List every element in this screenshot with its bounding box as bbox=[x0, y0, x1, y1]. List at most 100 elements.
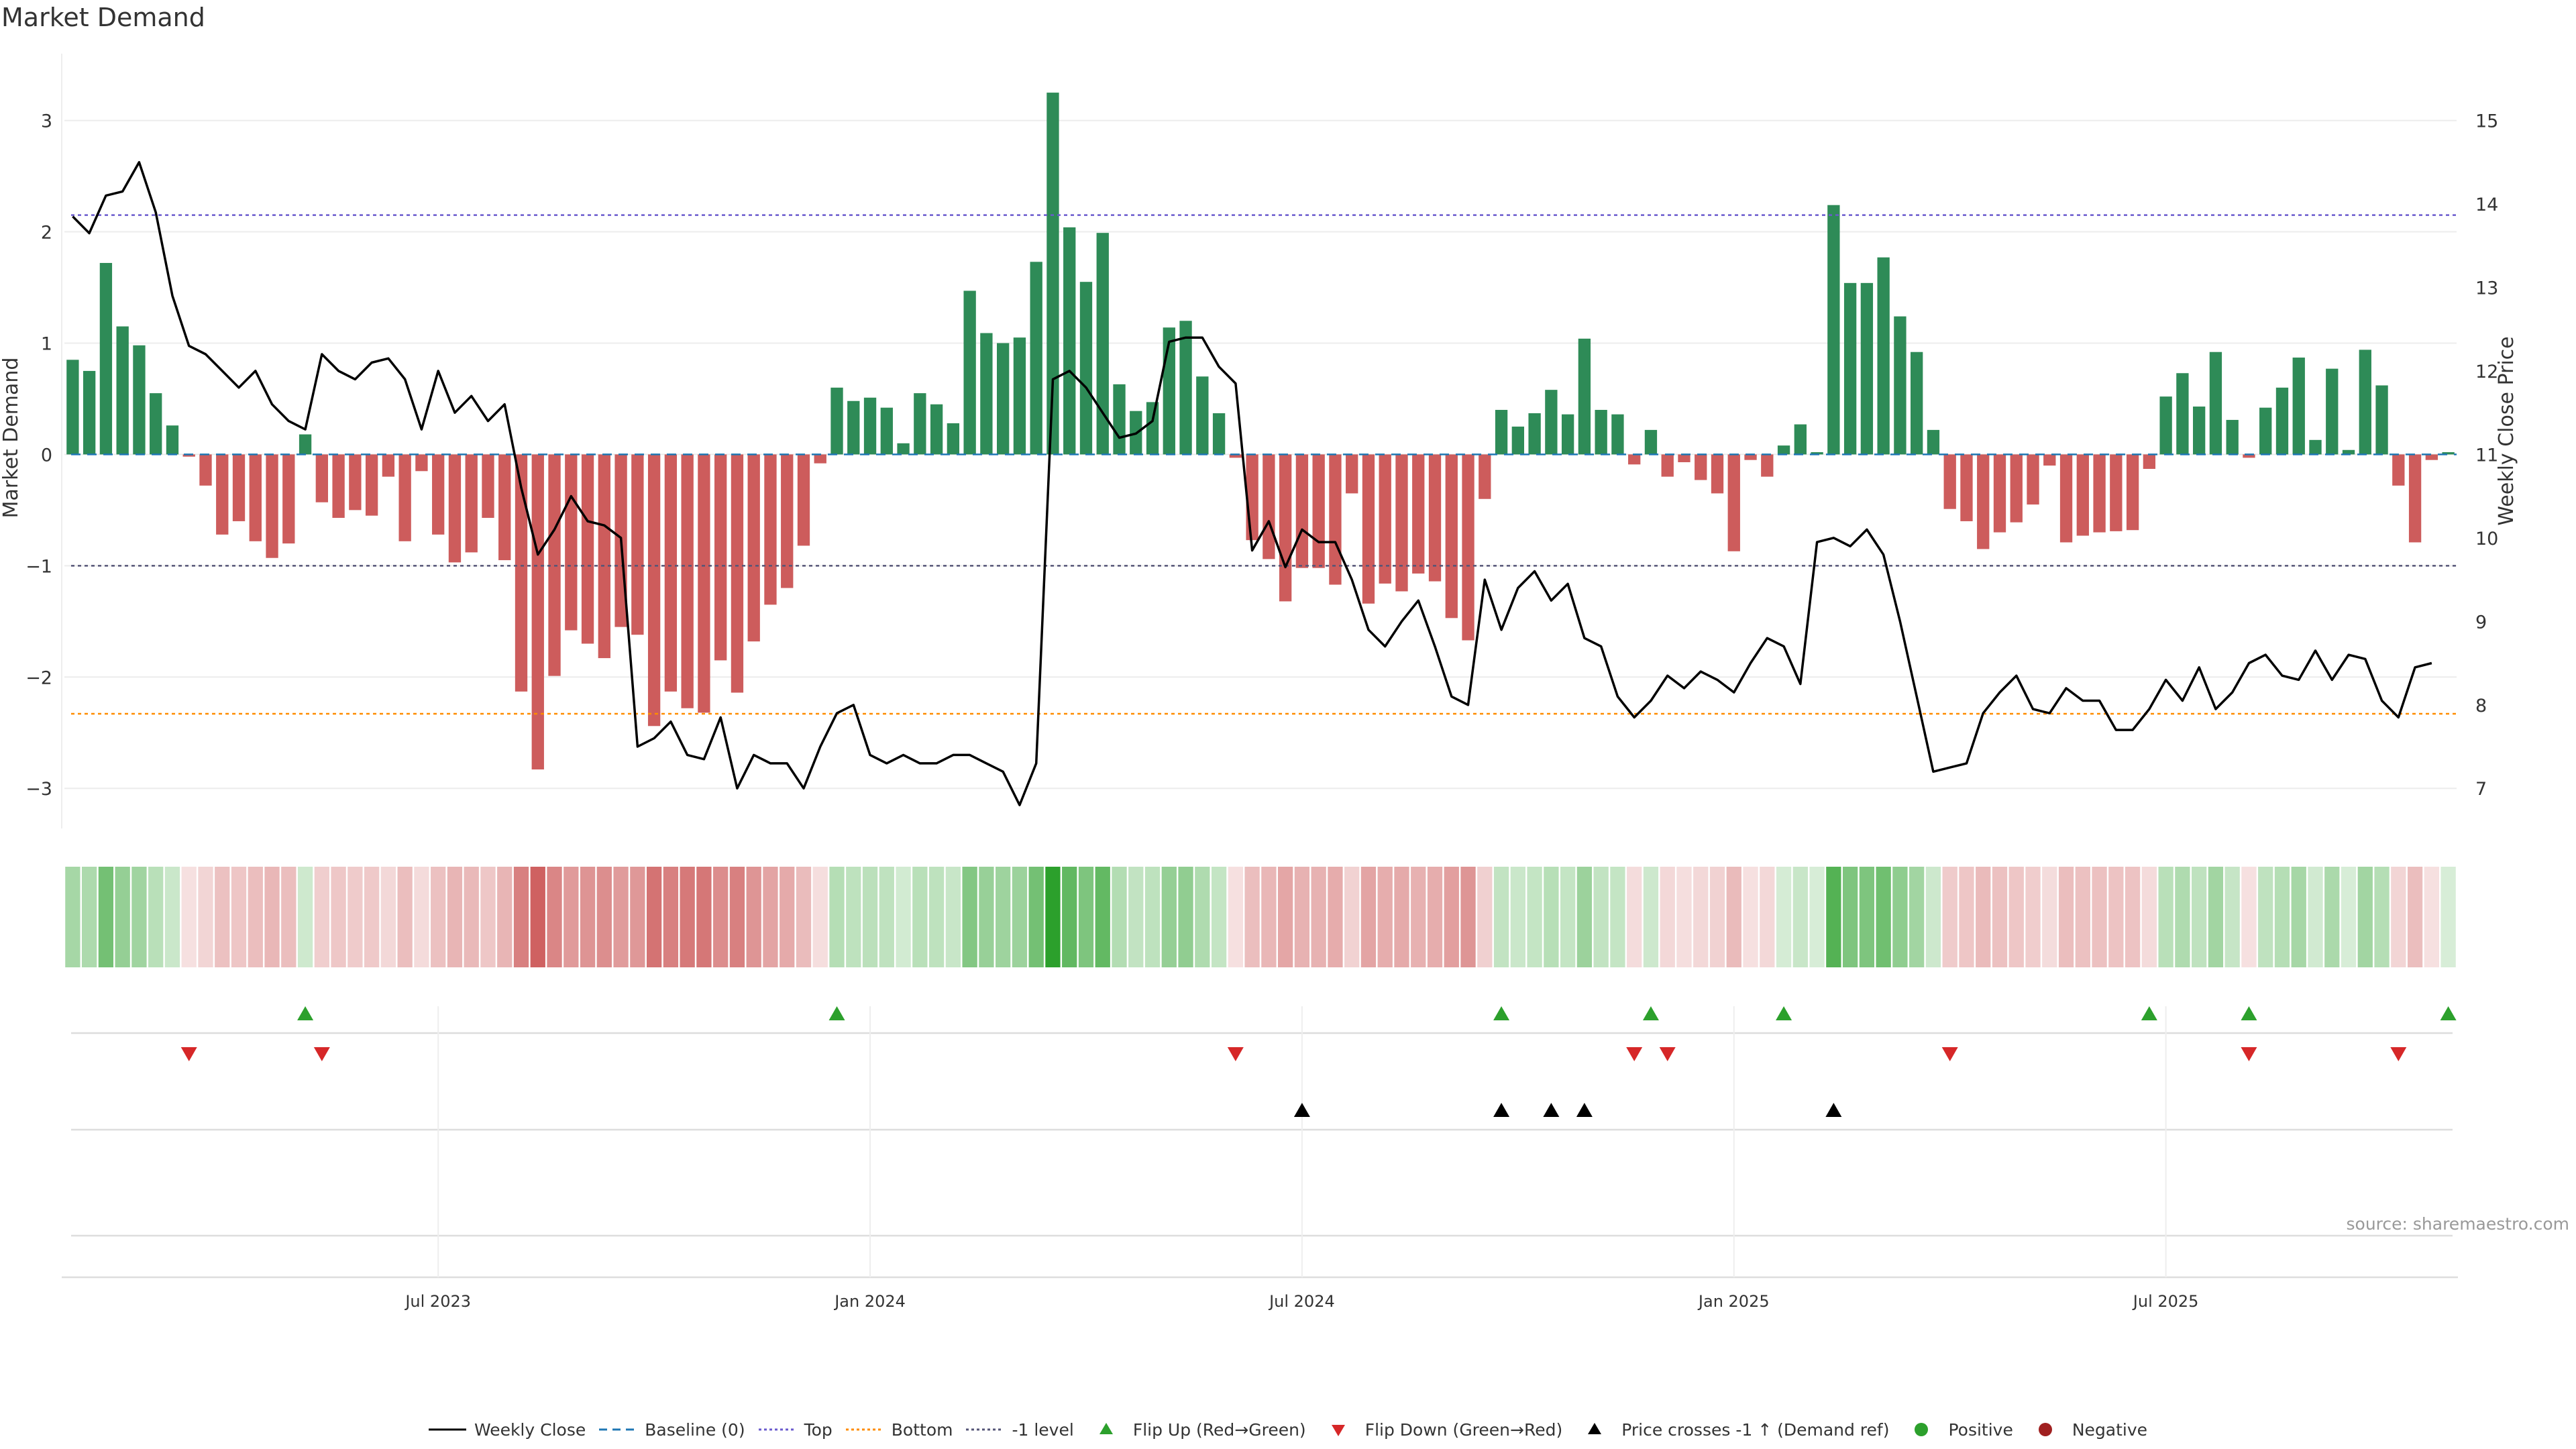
demand-bar bbox=[1079, 282, 1093, 455]
flip-up-marker bbox=[1642, 1006, 1659, 1020]
heat-cell bbox=[1709, 867, 1725, 967]
demand-bar bbox=[1877, 257, 1890, 455]
heat-cell bbox=[1311, 867, 1326, 967]
heat-cell bbox=[314, 867, 329, 967]
heat-cell bbox=[812, 867, 828, 967]
heat-cell bbox=[2424, 867, 2439, 967]
demand-bar bbox=[1013, 337, 1026, 455]
heat-cell bbox=[1627, 867, 1642, 967]
demand-bar bbox=[698, 454, 710, 713]
heat-cell bbox=[364, 867, 380, 967]
demand-bar bbox=[1661, 454, 1674, 477]
heat-cell bbox=[2008, 867, 2024, 967]
heat-cell bbox=[1859, 867, 1875, 967]
demand-bar bbox=[2043, 454, 2056, 466]
demand-bar bbox=[1545, 390, 1558, 455]
demand-bar bbox=[2143, 454, 2156, 469]
demand-bar bbox=[83, 370, 96, 455]
y-tick-right: 12 bbox=[2475, 362, 2498, 382]
heat-cell bbox=[1726, 867, 1741, 967]
heat-cell bbox=[1792, 867, 1808, 967]
demand-bar bbox=[1511, 426, 1525, 455]
x-tick-label: Jul 2025 bbox=[2132, 1292, 2199, 1311]
heat-cell bbox=[1942, 867, 1957, 967]
demand-bar bbox=[1395, 454, 1408, 592]
flip-down-marker bbox=[1941, 1047, 1958, 1061]
demand-bar bbox=[1977, 454, 1990, 549]
heat-cell bbox=[1045, 867, 1061, 967]
legend: Weekly Close Baseline (0) Top Bottom -1 leve… bbox=[0, 1419, 2576, 1440]
heat-cell bbox=[564, 867, 579, 967]
heat-cell bbox=[846, 867, 861, 967]
price-cross-marker bbox=[1293, 1103, 1310, 1117]
demand-bar bbox=[1927, 429, 1940, 455]
demand-bar bbox=[1595, 410, 1607, 455]
demand-bar bbox=[1943, 454, 1956, 509]
heat-cell bbox=[1610, 867, 1625, 967]
demand-bar bbox=[1993, 454, 2006, 533]
heat-cell bbox=[231, 867, 247, 967]
heat-cell bbox=[447, 867, 463, 967]
heat-cell bbox=[1527, 867, 1542, 967]
heat-cell bbox=[397, 867, 413, 967]
demand-bar bbox=[1611, 414, 1624, 455]
heat-cell bbox=[613, 867, 629, 967]
demand-bar bbox=[1894, 316, 1907, 455]
demand-bar bbox=[1628, 454, 1641, 465]
heat-cell bbox=[1925, 867, 1941, 967]
demand-bar bbox=[482, 454, 494, 518]
legend-label: Weekly Close bbox=[474, 1419, 586, 1440]
heat-cell bbox=[264, 867, 280, 967]
demand-bar bbox=[465, 454, 478, 553]
flip-down-marker bbox=[2390, 1047, 2407, 1061]
demand-bar bbox=[863, 397, 877, 455]
legend-symbol bbox=[2027, 1419, 2064, 1440]
legend-label: Flip Down (Green→Red) bbox=[1364, 1419, 1563, 1440]
demand-bar bbox=[2425, 454, 2438, 460]
demand-bar bbox=[1229, 454, 1242, 458]
legend-symbol bbox=[966, 1419, 1004, 1440]
y-axis-label-right: Weekly Close Price bbox=[2495, 336, 2518, 525]
demand-bar bbox=[2027, 454, 2039, 505]
y-tick-left: 0 bbox=[41, 445, 52, 466]
demand-bar bbox=[930, 404, 943, 455]
demand-bar bbox=[1678, 454, 1690, 463]
heat-cell bbox=[530, 867, 545, 967]
heat-cell bbox=[2075, 867, 2090, 967]
heat-cell bbox=[2258, 867, 2273, 967]
heat-cell bbox=[746, 867, 761, 967]
demand-bar bbox=[598, 454, 610, 659]
demand-bar bbox=[1179, 321, 1192, 455]
demand-bar bbox=[2159, 396, 2172, 455]
heat-cell bbox=[912, 867, 928, 967]
y-tick-right: 11 bbox=[2475, 445, 2498, 466]
demand-bar bbox=[315, 454, 329, 502]
demand-bar bbox=[349, 454, 362, 511]
demand-bar bbox=[2176, 373, 2189, 455]
heat-cell bbox=[1992, 867, 2008, 967]
demand-bar bbox=[1046, 93, 1059, 455]
demand-bar bbox=[133, 345, 146, 455]
demand-bar bbox=[980, 333, 993, 455]
heat-cell bbox=[1095, 867, 1110, 967]
x-tick-label: Jan 2024 bbox=[833, 1292, 906, 1311]
legend-symbol bbox=[599, 1419, 637, 1440]
legend-symbol bbox=[1576, 1419, 1613, 1440]
heat-cell bbox=[1012, 867, 1028, 967]
demand-bar bbox=[1113, 384, 1126, 455]
demand-bar bbox=[2326, 368, 2339, 455]
heat-strip bbox=[65, 867, 2456, 967]
demand-bar bbox=[1860, 282, 1874, 455]
flip-down-marker bbox=[1626, 1047, 1643, 1061]
demand-bar bbox=[382, 454, 395, 477]
demand-bar bbox=[797, 454, 810, 546]
heat-cell bbox=[164, 867, 180, 967]
demand-bar bbox=[1644, 429, 1658, 455]
demand-bar bbox=[398, 454, 411, 541]
heat-cell bbox=[2324, 867, 2340, 967]
demand-bar bbox=[1462, 454, 1474, 641]
demand-bar bbox=[1295, 454, 1309, 568]
heat-cell bbox=[1062, 867, 1077, 967]
legend-symbol bbox=[1320, 1419, 1357, 1440]
demand-bar bbox=[1479, 454, 1491, 499]
